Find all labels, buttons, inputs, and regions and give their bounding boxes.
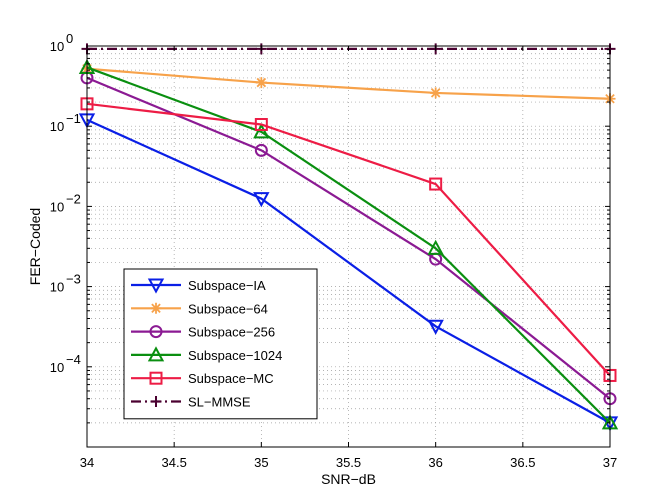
x-tick-label: 35.5 bbox=[336, 455, 361, 470]
x-axis-label: SNR−dB bbox=[321, 471, 376, 487]
y-tick-label-exponent: −4 bbox=[66, 352, 81, 367]
data-point bbox=[427, 239, 444, 255]
x-tick-label: 37 bbox=[603, 455, 617, 470]
series-line bbox=[86, 102, 611, 377]
data-point bbox=[253, 192, 270, 208]
data-point bbox=[254, 143, 268, 157]
y-tick-label-exponent: 0 bbox=[66, 31, 73, 46]
y-axis-label: FER−Coded bbox=[27, 208, 43, 285]
y-tick-label-base: 10 bbox=[50, 280, 64, 295]
grid bbox=[87, 46, 610, 447]
legend-label: Subspace−64 bbox=[188, 301, 268, 316]
data-point bbox=[253, 123, 270, 139]
legend-item: Subspace−IA bbox=[131, 278, 266, 294]
data-point bbox=[429, 177, 443, 191]
y-tick-label-exponent: −1 bbox=[66, 111, 81, 126]
legend-label: Subspace−1024 bbox=[188, 348, 282, 363]
series-layer bbox=[78, 43, 619, 432]
y-tick-label-base: 10 bbox=[50, 119, 64, 134]
data-point bbox=[254, 118, 268, 132]
y-tick-label-base: 10 bbox=[50, 360, 64, 375]
tick-layer bbox=[86, 46, 611, 447]
y-tick-label-exponent: −2 bbox=[66, 191, 81, 206]
legend-marker bbox=[147, 278, 165, 294]
x-tick-label: 35 bbox=[254, 455, 268, 470]
legend-marker bbox=[147, 346, 165, 362]
x-tick-label: 36 bbox=[428, 455, 442, 470]
series-line bbox=[86, 118, 611, 424]
x-tick-label: 34.5 bbox=[162, 455, 187, 470]
legend-item: Subspace−64 bbox=[131, 301, 268, 316]
y-tick-label-exponent: −3 bbox=[66, 272, 81, 287]
x-tick-label: 36.5 bbox=[510, 455, 535, 470]
legend-item: SL−MMSE bbox=[131, 395, 251, 410]
data-point bbox=[430, 87, 442, 99]
series-line bbox=[86, 67, 611, 100]
legend-marker bbox=[150, 396, 162, 407]
legend-marker bbox=[149, 325, 163, 339]
legend-label: Subspace−IA bbox=[188, 278, 266, 293]
legend-item: Subspace−1024 bbox=[131, 346, 282, 363]
legend-label: SL−MMSE bbox=[188, 395, 251, 410]
legend-item: Subspace−MC bbox=[131, 371, 274, 386]
y-tick-label-base: 10 bbox=[50, 199, 64, 214]
y-tick-label-base: 10 bbox=[50, 39, 64, 54]
legend-marker bbox=[149, 371, 163, 385]
legend: Subspace−IA Subspace−64 Subspace−256 Subspa… bbox=[123, 268, 318, 420]
series-line bbox=[86, 66, 611, 424]
legend-box bbox=[123, 268, 318, 420]
legend-label: Subspace−MC bbox=[188, 371, 274, 386]
legend-marker bbox=[150, 302, 162, 314]
data-point bbox=[255, 77, 267, 89]
legend-item: Subspace−256 bbox=[131, 325, 275, 340]
x-tick-label: 34 bbox=[80, 455, 94, 470]
legend-label: Subspace−256 bbox=[188, 325, 275, 340]
data-point bbox=[427, 319, 444, 335]
